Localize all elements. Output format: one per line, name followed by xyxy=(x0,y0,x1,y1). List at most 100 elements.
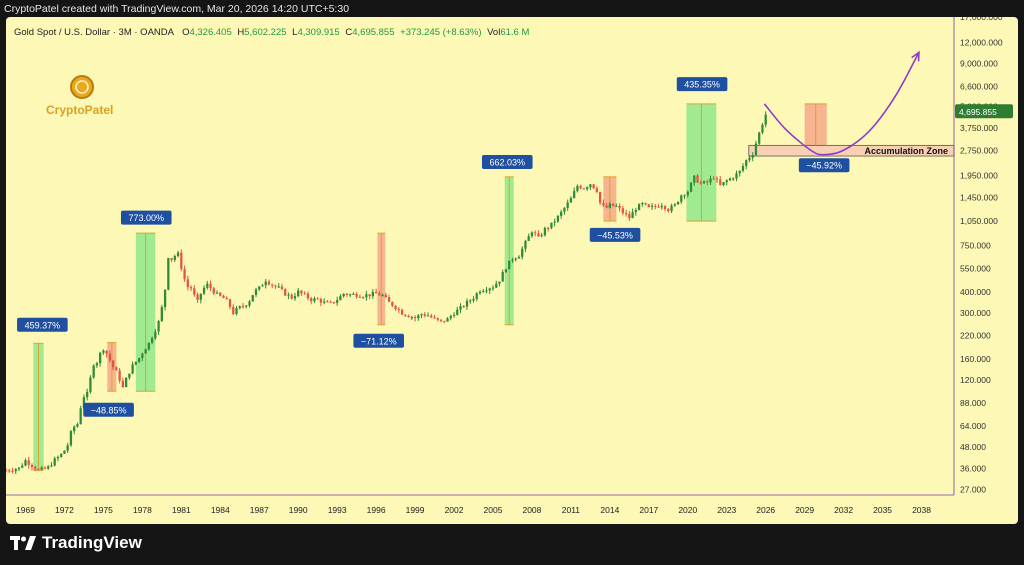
candle-up xyxy=(637,204,641,211)
candle-down xyxy=(602,202,605,206)
candle-down xyxy=(225,298,228,300)
y-tick-label: 1,450.000 xyxy=(960,192,998,202)
candle-up xyxy=(297,290,300,297)
legend-low-value: 4,309.915 xyxy=(297,27,340,38)
candle-up xyxy=(482,290,485,292)
candle-down xyxy=(306,293,310,299)
candle-up xyxy=(680,195,683,202)
candle-down xyxy=(400,309,404,315)
candle-down xyxy=(598,192,602,203)
candle-down xyxy=(34,467,37,470)
candle-up xyxy=(475,293,478,299)
candle-up xyxy=(550,222,553,229)
candle-down xyxy=(212,288,215,294)
y-tick-label: 160.000 xyxy=(960,354,991,364)
candle-up xyxy=(167,258,170,290)
candle-down xyxy=(378,293,381,296)
candle-up xyxy=(608,203,611,208)
candle-down xyxy=(345,293,349,295)
candle-down xyxy=(595,188,599,193)
candle-up xyxy=(449,316,452,319)
candle-down xyxy=(647,204,650,207)
candle-up xyxy=(95,363,99,366)
candle-up xyxy=(569,198,573,203)
candle-down xyxy=(387,297,391,302)
candle-down xyxy=(43,467,47,469)
candle-down xyxy=(361,297,365,299)
candle-down xyxy=(547,227,550,229)
candle-up xyxy=(235,308,238,315)
candle-down xyxy=(332,302,336,304)
candle-up xyxy=(313,298,316,302)
percent-label-box xyxy=(120,210,172,225)
candle-up xyxy=(336,300,339,303)
candle-down xyxy=(115,367,118,371)
candle-down xyxy=(579,185,582,189)
x-tick-label: 2035 xyxy=(873,505,892,515)
candle-up xyxy=(154,331,157,339)
candle-down xyxy=(654,205,657,207)
legend-low-label: L xyxy=(292,27,298,38)
percent-label-box xyxy=(83,402,134,417)
candle-up xyxy=(514,258,517,260)
candle-down xyxy=(407,315,410,318)
candle-down xyxy=(274,285,277,287)
candle-up xyxy=(758,132,761,144)
legend-change: +373.245 (+8.63%) xyxy=(400,27,482,38)
chart-area[interactable]: Accumulation Zone 459.37% −48.85% 773.00% −… xyxy=(6,17,1018,524)
candle-up xyxy=(702,181,706,184)
candle-up xyxy=(160,307,163,322)
candle-up xyxy=(686,191,689,196)
percent-label-box xyxy=(481,155,533,170)
candle-down xyxy=(196,294,199,300)
percent-label: 435.35% xyxy=(684,80,720,90)
legend-volume-label: Vol xyxy=(487,27,501,38)
candle-up xyxy=(69,431,73,446)
candle-up xyxy=(650,205,654,207)
candle-up xyxy=(206,283,209,288)
candle-down xyxy=(183,268,186,280)
candle-down xyxy=(394,305,397,309)
candle-up xyxy=(144,349,147,354)
candle-up xyxy=(465,300,469,307)
candle-down xyxy=(358,296,362,298)
x-tick-label: 1972 xyxy=(55,505,74,515)
candle-up xyxy=(50,465,53,467)
candle-up xyxy=(277,286,280,288)
y-tick-label: 64.000 xyxy=(960,421,986,431)
percent-label-box xyxy=(353,333,405,348)
y-tick-label: 3,750.000 xyxy=(960,123,998,133)
annotation-labels: 459.37% −48.85% 773.00% −71.12% 662.03% −45.5… xyxy=(17,77,850,417)
candle-down xyxy=(436,318,439,320)
candle-down xyxy=(706,181,709,183)
candle-up xyxy=(560,211,563,216)
candle-up xyxy=(131,364,134,374)
candle-down xyxy=(108,353,112,361)
candle-up xyxy=(60,453,63,457)
candle-down xyxy=(310,298,313,302)
candle-down xyxy=(284,289,287,296)
accumulation-zone-label: Accumulation Zone xyxy=(864,146,948,156)
candle-down xyxy=(443,320,446,322)
candle-down xyxy=(280,286,284,290)
candle-down xyxy=(326,301,329,303)
candle-down xyxy=(663,205,667,210)
x-tick-label: 2032 xyxy=(834,505,853,515)
candle-down xyxy=(30,464,34,468)
candle-series xyxy=(6,111,767,475)
candle-up xyxy=(79,408,82,425)
y-tick-label: 300.000 xyxy=(960,308,991,318)
price-chart[interactable]: Accumulation Zone 459.37% −48.85% 773.00% −… xyxy=(6,17,1018,524)
candle-up xyxy=(543,227,547,236)
symbol-legend: Gold Spot / U.S. Dollar · 3M · OANDA O4,… xyxy=(14,27,529,38)
candle-up xyxy=(141,353,144,358)
tradingview-brand[interactable]: TradingView xyxy=(10,533,142,553)
candle-down xyxy=(8,470,11,472)
candle-down xyxy=(186,279,189,288)
candle-up xyxy=(76,424,79,427)
y-tick-label: 48.000 xyxy=(960,442,986,452)
candle-up xyxy=(245,305,248,307)
legend-close-value: 4,695.855 xyxy=(352,27,395,38)
candle-up xyxy=(173,256,176,260)
percent-label: −45.53% xyxy=(597,230,633,240)
